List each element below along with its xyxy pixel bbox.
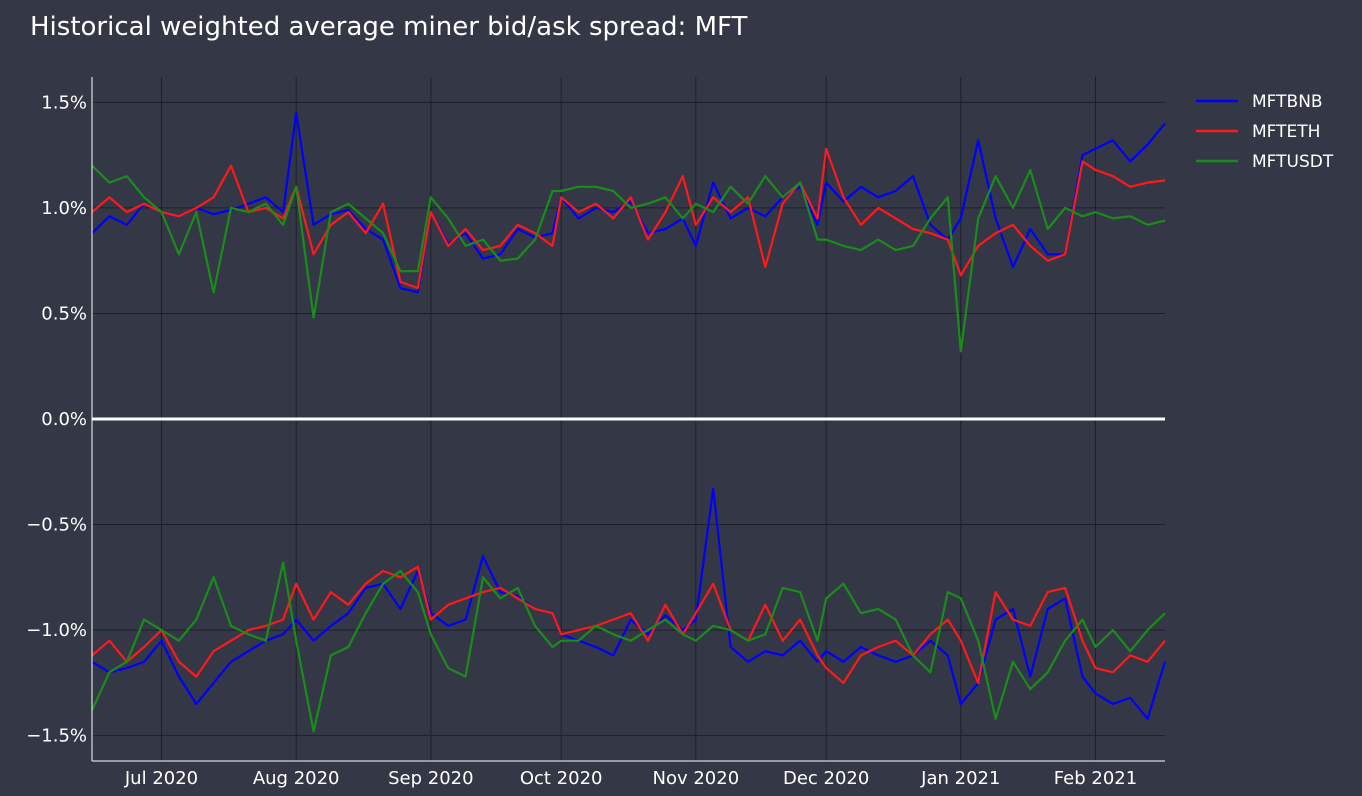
y-tick-label: 0.5%: [41, 303, 87, 324]
y-tick-label: −1.5%: [26, 726, 87, 747]
y-tick-label: 1.5%: [41, 92, 87, 113]
x-tick-label: Sep 2020: [388, 768, 473, 789]
legend-label-mfteth[interactable]: MFTETH: [1252, 122, 1320, 142]
x-tick-label: Jan 2021: [920, 768, 1000, 789]
legend[interactable]: MFTBNB MFTETH MFTUSDT: [1196, 92, 1334, 172]
series-line-mfteth-lower: [91, 565, 1166, 685]
series-lines: [90, 111, 1167, 733]
series-line-mftbnb-upper: [91, 111, 1166, 294]
x-tick-label: Aug 2020: [253, 768, 340, 789]
x-tick-label: Nov 2020: [652, 768, 739, 789]
legend-label-mftusdt[interactable]: MFTUSDT: [1252, 152, 1334, 172]
axes: 1.5% 1.0% 0.5% 0.0% −0.5% −1.0% −1.5% Jul 2020 A…: [26, 77, 1165, 789]
x-tick-label: Oct 2020: [520, 768, 603, 789]
chart-title: Historical weighted average miner bid/as…: [30, 12, 748, 42]
y-tick-label: −0.5%: [26, 515, 87, 536]
x-tick-label: Feb 2021: [1054, 768, 1137, 789]
series-line-mftusdt-upper: [91, 164, 1166, 353]
y-tick-label: 1.0%: [41, 198, 87, 219]
y-tick-label: 0.0%: [41, 409, 87, 430]
x-tick-label: Jul 2020: [124, 768, 198, 789]
series-line-mftusdt-lower: [90, 561, 1166, 733]
legend-label-mftbnb[interactable]: MFTBNB: [1252, 92, 1323, 112]
y-tick-label: −1.0%: [26, 620, 87, 641]
x-tick-label: Dec 2020: [783, 768, 869, 789]
series-line-mfteth-upper: [91, 147, 1166, 290]
